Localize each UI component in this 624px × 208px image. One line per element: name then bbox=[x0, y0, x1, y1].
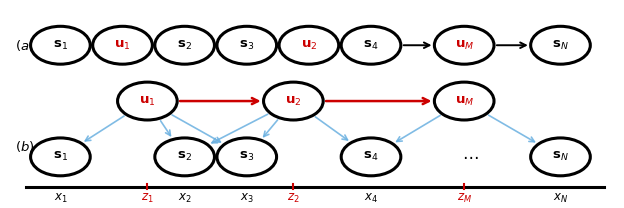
Text: $\mathbf{s}_4$: $\mathbf{s}_4$ bbox=[363, 150, 379, 163]
Text: $x_{N}$: $x_{N}$ bbox=[553, 192, 568, 205]
Text: $\mathbf{s}_1$: $\mathbf{s}_1$ bbox=[53, 150, 68, 163]
Text: $x_{2}$: $x_{2}$ bbox=[178, 192, 192, 205]
Text: $x_{1}$: $x_{1}$ bbox=[54, 192, 67, 205]
Ellipse shape bbox=[341, 26, 401, 64]
Ellipse shape bbox=[434, 26, 494, 64]
Ellipse shape bbox=[117, 82, 177, 120]
Text: $\mathbf{u}_M$: $\mathbf{u}_M$ bbox=[454, 94, 474, 108]
Text: $x_{4}$: $x_{4}$ bbox=[364, 192, 378, 205]
Text: $\mathbf{s}_N$: $\mathbf{s}_N$ bbox=[552, 150, 569, 163]
Ellipse shape bbox=[93, 26, 152, 64]
Text: $\cdots$: $\cdots$ bbox=[462, 148, 479, 165]
Text: $\mathbf{s}_3$: $\mathbf{s}_3$ bbox=[239, 39, 255, 52]
Ellipse shape bbox=[31, 138, 90, 176]
Text: $\mathbf{u}_2$: $\mathbf{u}_2$ bbox=[285, 94, 301, 108]
Ellipse shape bbox=[530, 138, 590, 176]
Text: $z_{M}$: $z_{M}$ bbox=[457, 192, 472, 205]
Text: $z_{1}$: $z_{1}$ bbox=[141, 192, 154, 205]
Ellipse shape bbox=[279, 26, 339, 64]
Text: $\mathbf{s}_4$: $\mathbf{s}_4$ bbox=[363, 39, 379, 52]
Ellipse shape bbox=[155, 138, 215, 176]
Text: $x_{3}$: $x_{3}$ bbox=[240, 192, 254, 205]
Text: $\mathbf{s}_3$: $\mathbf{s}_3$ bbox=[239, 150, 255, 163]
Ellipse shape bbox=[217, 138, 276, 176]
Text: $\mathbf{u}_M$: $\mathbf{u}_M$ bbox=[454, 39, 474, 52]
Text: $\mathbf{s}_2$: $\mathbf{s}_2$ bbox=[177, 39, 192, 52]
Text: $(a)$: $(a)$ bbox=[15, 38, 34, 53]
Ellipse shape bbox=[263, 82, 323, 120]
Text: $(b)$: $(b)$ bbox=[15, 139, 35, 154]
Text: $z_{2}$: $z_{2}$ bbox=[287, 192, 300, 205]
Text: $\mathbf{s}_N$: $\mathbf{s}_N$ bbox=[552, 39, 569, 52]
Ellipse shape bbox=[434, 82, 494, 120]
Text: $\mathbf{u}_1$: $\mathbf{u}_1$ bbox=[114, 39, 131, 52]
Ellipse shape bbox=[155, 26, 215, 64]
Ellipse shape bbox=[31, 26, 90, 64]
Ellipse shape bbox=[341, 138, 401, 176]
Ellipse shape bbox=[217, 26, 276, 64]
Text: $\mathbf{s}_1$: $\mathbf{s}_1$ bbox=[53, 39, 68, 52]
Text: $\mathbf{s}_2$: $\mathbf{s}_2$ bbox=[177, 150, 192, 163]
Ellipse shape bbox=[530, 26, 590, 64]
Text: $\mathbf{u}_1$: $\mathbf{u}_1$ bbox=[139, 94, 155, 108]
Text: $\mathbf{u}_2$: $\mathbf{u}_2$ bbox=[301, 39, 317, 52]
